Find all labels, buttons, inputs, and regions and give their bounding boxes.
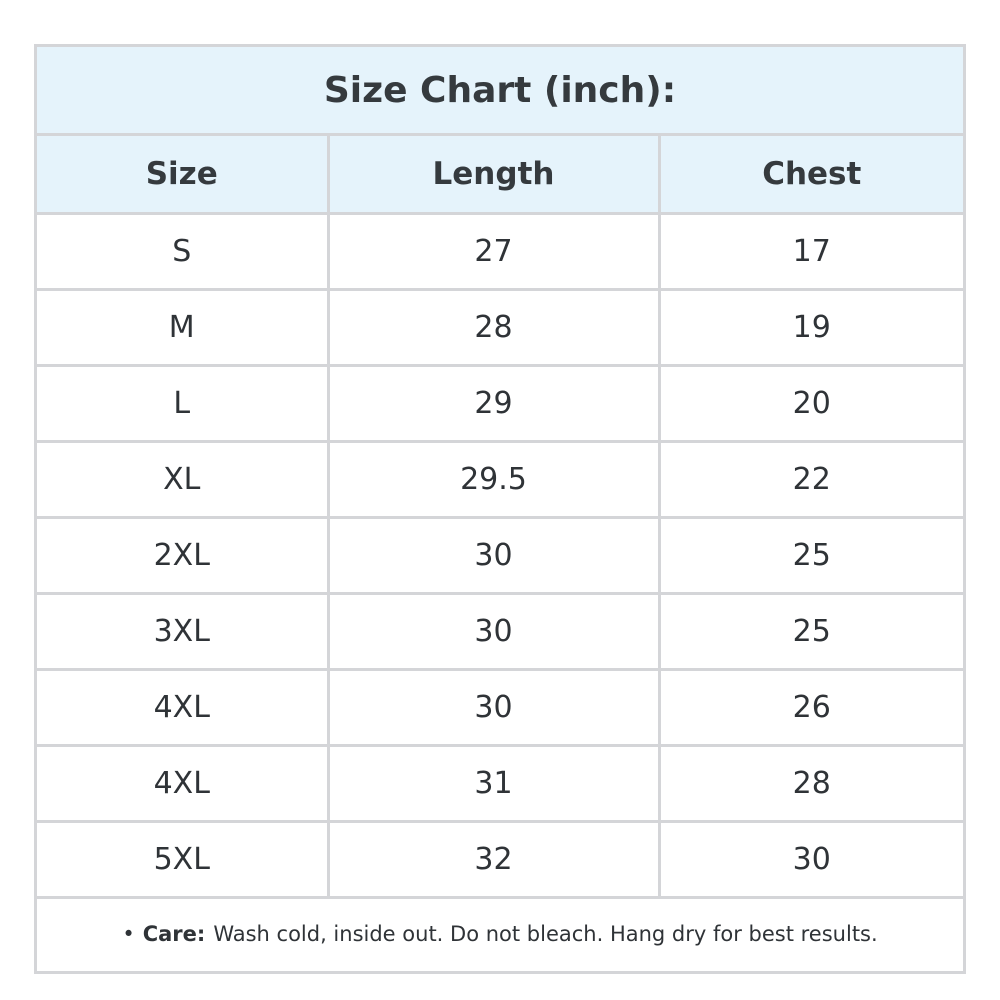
bullet: • [122,922,135,946]
chest-cell: 25 [657,592,963,671]
table-row: L 29 20 [37,364,963,443]
size-cell: 4XL [37,668,330,747]
size-cell: S [37,212,330,291]
chest-cell: 26 [657,668,963,747]
header-row: Size Length Chest [37,136,963,215]
table-row: 4XL 30 26 [37,668,963,747]
length-cell: 30 [326,668,661,747]
column-header-size: Size [37,136,330,215]
length-cell: 30 [326,592,661,671]
care-label: Care: [142,922,206,946]
size-cell: 4XL [37,744,330,823]
size-cell: L [37,364,330,443]
column-header-chest: Chest [657,136,963,215]
care-note: • Care: Wash cold, inside out. Do not bl… [37,899,963,969]
length-cell: 29.5 [326,440,661,519]
size-cell: 5XL [37,820,330,899]
length-cell: 29 [326,364,661,443]
table-row: 4XL 31 28 [37,744,963,823]
size-cell: 2XL [37,516,330,595]
chest-cell: 30 [657,820,963,899]
length-cell: 32 [326,820,661,899]
length-cell: 28 [326,288,661,367]
length-cell: 30 [326,516,661,595]
length-cell: 27 [326,212,661,291]
table-row: S 27 17 [37,212,963,291]
chest-cell: 28 [657,744,963,823]
chest-cell: 17 [657,212,963,291]
table-row: 5XL 32 30 [37,820,963,899]
table-row: M 28 19 [37,288,963,367]
length-cell: 31 [326,744,661,823]
size-cell: XL [37,440,330,519]
chest-cell: 22 [657,440,963,519]
column-header-length: Length [326,136,661,215]
size-table: Size Length Chest S 27 17 M 28 19 L 29 20 XL 29.5 2… [37,136,963,899]
table-row: 3XL 30 25 [37,592,963,671]
table-row: XL 29.5 22 [37,440,963,519]
chest-cell: 19 [657,288,963,367]
size-chart: Size Chart (inch): Size Length Chest S 27… [34,44,966,974]
table-row: 2XL 30 25 [37,516,963,595]
chart-title: Size Chart (inch): [37,47,963,136]
size-cell: M [37,288,330,367]
chest-cell: 20 [657,364,963,443]
size-cell: 3XL [37,592,330,671]
care-text: Wash cold, inside out. Do not bleach. Ha… [213,922,878,946]
chest-cell: 25 [657,516,963,595]
